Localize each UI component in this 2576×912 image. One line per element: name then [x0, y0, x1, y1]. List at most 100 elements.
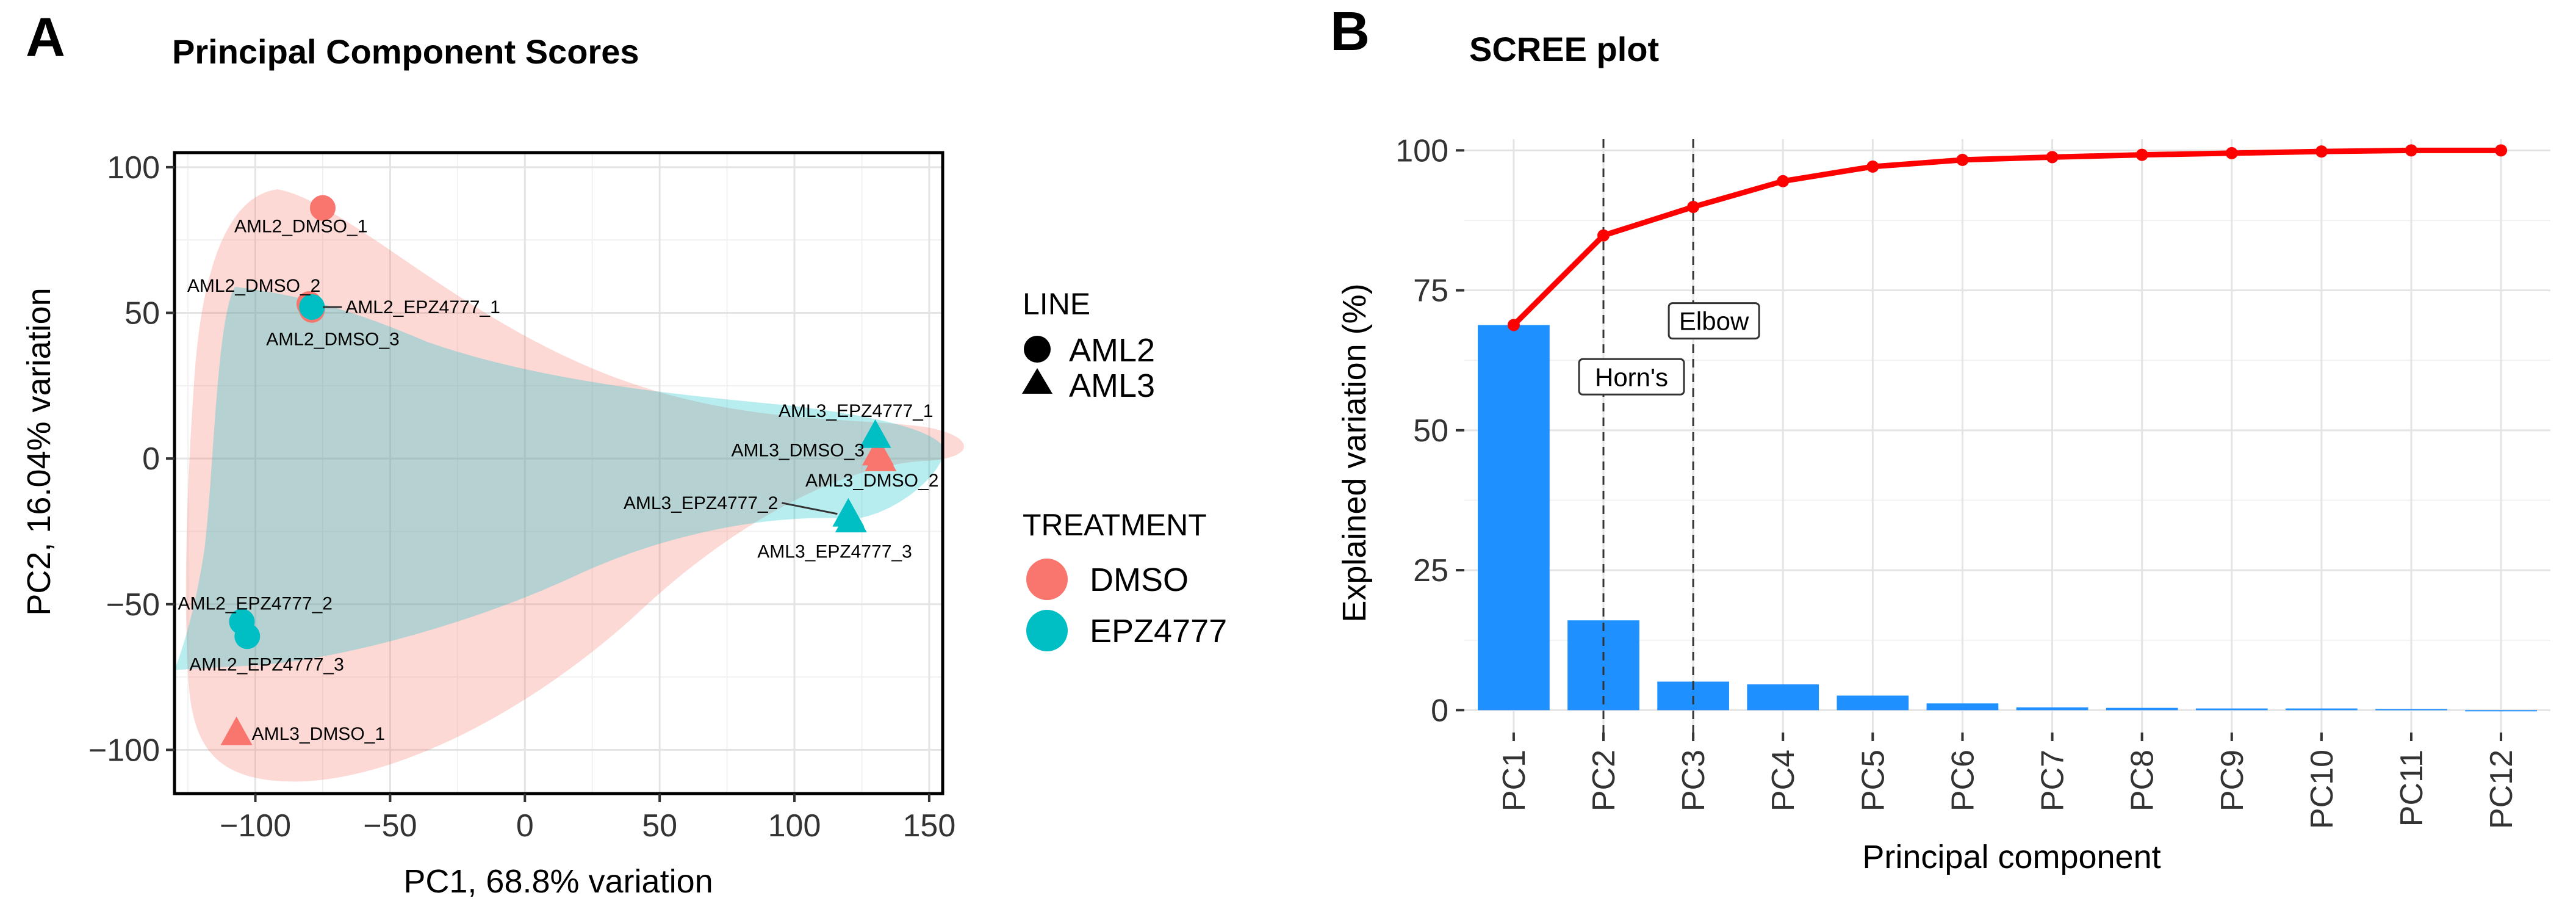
- pca-legend: LINE AML2 AML3 TREATMENT DMSO EPZ4777: [1022, 287, 1227, 651]
- pca-grid: [174, 153, 943, 794]
- scree-x-tick-label: PC12: [2484, 750, 2519, 829]
- pca-y-tick-label: −100: [88, 733, 160, 768]
- pca-x-tick-label: −100: [220, 808, 291, 844]
- legend-circle-symbol: [1024, 336, 1051, 363]
- legend-epz4777-symbol: [1026, 610, 1068, 651]
- panel-a-title: Principal Component Scores: [172, 32, 639, 71]
- pca-y-tick-label: −50: [106, 587, 160, 623]
- scree-y-tick-label: 25: [1413, 553, 1448, 588]
- scree-x-tick-label: PC2: [1586, 750, 1622, 811]
- scree-bar: [2195, 708, 2268, 711]
- pca-points: [220, 195, 897, 745]
- pca-point-label: AML2_DMSO_2: [187, 276, 320, 296]
- hull-epz4777: [174, 287, 944, 670]
- scree-cumulative-point: [1956, 153, 1969, 166]
- panel-b-letter: B: [1330, 1, 1370, 62]
- pca-point: [835, 504, 867, 533]
- scree-plot-bg: [1464, 139, 2550, 733]
- pca-point: [299, 294, 325, 320]
- scree-cumulative-point: [1866, 160, 1879, 173]
- pca-plot-bg: [174, 153, 943, 794]
- pca-point-label: AML3_DMSO_1: [252, 724, 385, 744]
- pca-point-label: AML3_DMSO_2: [805, 471, 938, 491]
- pca-point-label: AML3_EPZ4777_3: [757, 541, 912, 562]
- pca-point-labels: AML2_DMSO_1 AML2_DMSO_2 AML2_DMSO_3 AML2_EP…: [178, 217, 938, 744]
- scree-x-tick-label: PC4: [1766, 750, 1801, 811]
- scree-bar: [1747, 684, 1819, 711]
- legend-line-aml3: AML3: [1069, 367, 1155, 404]
- pca-point: [309, 195, 336, 221]
- scree-x-tick-label: PC5: [1855, 750, 1891, 811]
- scree-bar: [1926, 703, 1999, 711]
- scree-y-tick-label: 75: [1413, 273, 1448, 309]
- scree-bar: [2375, 709, 2447, 711]
- hull-dmso: [185, 189, 965, 782]
- scree-vlines: Horn's Elbow: [1578, 139, 1760, 733]
- scree-y-tick-label: 50: [1413, 413, 1448, 449]
- scree-x-tick-label: PC7: [2035, 750, 2071, 811]
- pca-y-axis-title: PC2, 16.04% variation: [21, 288, 57, 615]
- scree-x-tick-label: PC6: [1945, 750, 1981, 811]
- scree-x-tick-label: PC3: [1676, 750, 1711, 811]
- legend-treatment-epz4777: EPZ4777: [1090, 613, 1227, 650]
- pca-point-label: AML3_DMSO_3: [732, 441, 865, 461]
- scree-vline-label: Horn's: [1595, 363, 1668, 391]
- scree-y-tick-label: 0: [1431, 693, 1448, 728]
- pca-x-tick-label: −50: [363, 808, 417, 844]
- scree-bar: [1478, 325, 1550, 711]
- pca-point: [220, 716, 253, 745]
- scree-cumulative-polyline: [1511, 147, 2502, 327]
- pca-point-label: AML2_DMSO_3: [266, 330, 399, 350]
- scree-bar: [1837, 695, 1909, 711]
- panel-b-title: SCREE plot: [1469, 30, 1659, 68]
- scree-y-axis-title: Explained variation (%): [1336, 283, 1373, 622]
- pca-x-tick-label: 150: [903, 808, 956, 844]
- legend-line-title: LINE: [1023, 287, 1090, 321]
- pca-point-label: AML3_EPZ4777_2: [624, 493, 779, 513]
- pca-y-tick-label: 100: [107, 150, 160, 186]
- pca-point-label: AML2_EPZ4777_3: [189, 654, 344, 675]
- scree-cumulative-point: [2046, 151, 2059, 164]
- pca-point: [234, 623, 261, 650]
- legend-treatment-dmso: DMSO: [1090, 562, 1189, 598]
- pca-point: [859, 419, 891, 448]
- scree-vline-label-box: [1578, 358, 1685, 396]
- legend-line-aml2: AML2: [1069, 332, 1155, 369]
- scree-cumulative-line: [1507, 144, 2508, 331]
- scree-cumulative-point: [2405, 144, 2417, 157]
- scree-x-tick-label: PC1: [1497, 750, 1532, 811]
- scree-x-tick-label: PC11: [2394, 750, 2430, 827]
- pca-point-label: AML2_EPZ4777_1: [345, 297, 500, 317]
- scree-cumulative-point: [1597, 229, 1610, 242]
- pca-axis-ticks: −100 −50 0 50 100 150 100 50 0 −50 −100: [88, 150, 955, 844]
- pca-point-label: AML2_EPZ4777_2: [178, 593, 333, 613]
- pca-x-tick-label: 50: [642, 808, 677, 844]
- scree-bars: [1478, 325, 2537, 712]
- scree-bar: [2465, 710, 2537, 712]
- pca-point: [862, 436, 894, 466]
- scree-cumulative-point: [1687, 200, 1700, 213]
- scree-cumulative-point: [1777, 175, 1790, 187]
- pca-plot-frame: [173, 151, 944, 795]
- scree-y-tick-label: 100: [1395, 133, 1448, 168]
- scree-bar: [1567, 620, 1639, 711]
- scree-cumulative-point: [2495, 144, 2508, 157]
- pca-x-tick-label: 100: [768, 808, 821, 844]
- scree-cumulative-point: [2225, 147, 2238, 159]
- scree-cumulative-point: [2135, 148, 2148, 161]
- legend-dmso-symbol: [1026, 559, 1068, 600]
- legend-treatment-title: TREATMENT: [1023, 508, 1207, 542]
- scree-x-axis-title: Principal component: [1862, 839, 2160, 875]
- panel-a-letter: A: [26, 7, 65, 68]
- pca-x-tick-label: 0: [516, 808, 534, 844]
- scree-cumulative-point: [2315, 145, 2328, 158]
- scree-cumulative-point: [1507, 319, 1520, 331]
- pca-label-leader: [782, 502, 838, 515]
- scree-bar: [2016, 707, 2089, 711]
- scree-x-tick-label: PC9: [2215, 750, 2250, 811]
- pca-hulls: [174, 189, 965, 782]
- scree-vline-label-box: [1668, 302, 1760, 340]
- scree-axis-ticks: 100 75 50 25 0 PC1 PC2 PC3 PC4 PC5 PC6 PC7 PC8 PC9 PC1…: [1395, 133, 2519, 829]
- scree-bar: [2286, 708, 2358, 711]
